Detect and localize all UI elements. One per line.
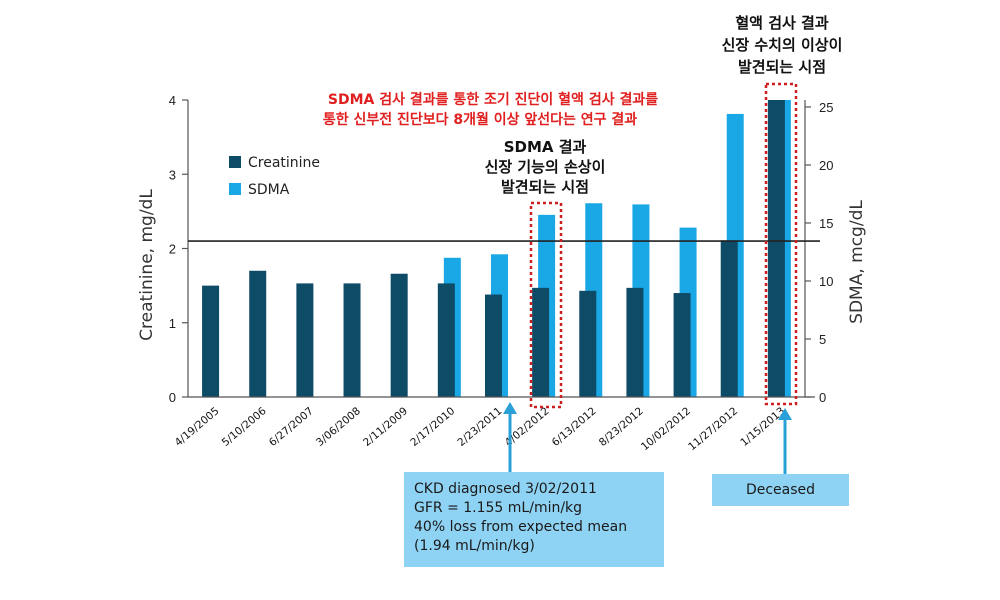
- ckd-callout-line: GFR = 1.155 mL/min/kg: [414, 500, 583, 516]
- sdma-annotation-line-2: 신장 기능의 손상이: [485, 158, 606, 176]
- ckd-callout-line: (1.94 mL/min/kg): [414, 538, 535, 554]
- blood-annotation-line-2: 신장 수치의 이상이: [722, 36, 843, 54]
- red-annotation: SDMA 검사 결과를 통한 조기 진단이 혈액 검사 결과를 통한 신부전 진…: [323, 91, 658, 128]
- creatinine-bar: [390, 273, 408, 397]
- ckd-callout-line: 40% loss from expected mean: [414, 519, 628, 535]
- y2-tick-label: 0: [819, 390, 826, 405]
- y-tick-label: 1: [169, 316, 176, 331]
- x-tick-label: 1/15/2013: [738, 405, 787, 449]
- sdma-annotation-line-3: 발견되는 시점: [501, 178, 589, 196]
- deceased-callout-box: Deceased: [712, 474, 849, 506]
- sdma-annotation-line-1: SDMA 결과: [504, 138, 587, 156]
- x-tick-label: 6/27/2007: [267, 405, 316, 449]
- x-tick-label: 4/19/2005: [173, 405, 222, 449]
- x-tick-label: 5/10/2006: [220, 405, 269, 449]
- y-tick-label: 4: [169, 93, 176, 108]
- y2-tick-label: 15: [819, 216, 833, 231]
- creatinine-bar: [437, 283, 455, 397]
- creatinine-bar: [296, 283, 314, 397]
- creatinine-bar: [484, 294, 502, 397]
- x-tick-label: 6/13/2012: [550, 405, 599, 449]
- y2-tick-label: 10: [819, 274, 833, 289]
- red-annotation-line-1: SDMA 검사 결과를 통한 조기 진단이 혈액 검사 결과를: [328, 91, 658, 108]
- red-annotation-line-2: 통한 신부전 진단보다 8개월 이상 앞선다는 연구 결과: [323, 111, 637, 128]
- y2-tick-label: 5: [819, 332, 826, 347]
- x-tick-label: 3/06/2008: [314, 405, 363, 449]
- x-tick-label: 8/23/2012: [597, 405, 646, 449]
- legend: Creatinine SDMA: [229, 155, 320, 198]
- creatinine-bar: [720, 240, 738, 397]
- x-tick-label: 2/17/2010: [408, 405, 457, 449]
- y2-tick-label: 25: [819, 100, 833, 115]
- creatinine-bar: [532, 287, 550, 397]
- blood-annotation-line-1: 혈액 검사 결과: [735, 14, 828, 32]
- creatinine-bar: [579, 290, 597, 397]
- deceased-arrow: [778, 408, 792, 474]
- y-tick-label: 0: [169, 390, 176, 405]
- creatinine-bar: [202, 285, 220, 397]
- creatinine-bar: [249, 270, 267, 397]
- sdma-annotation: SDMA 결과 신장 기능의 손상이 발견되는 시점: [485, 138, 606, 196]
- x-tick-label: 2/23/2011: [455, 405, 504, 449]
- ckd-callout-box: CKD diagnosed 3/02/2011 GFR = 1.155 mL/m…: [404, 472, 664, 567]
- bars-layer: [202, 100, 791, 397]
- x-tick-label: 11/27/2012: [686, 405, 740, 453]
- creatinine-bar: [673, 293, 691, 397]
- blood-annotation: 혈액 검사 결과 신장 수치의 이상이 발견되는 시점: [722, 14, 843, 76]
- y-tick-label: 3: [169, 167, 176, 182]
- x-tick-label: 10/02/2012: [639, 405, 693, 453]
- ckd-arrow: [503, 402, 517, 472]
- y-tick-label: 2: [169, 242, 176, 257]
- y2-tick-label: 20: [819, 158, 833, 173]
- y2-axis-title: SDMA, mcg/dL: [847, 200, 867, 324]
- legend-label-sdma: SDMA: [248, 182, 290, 198]
- ckd-callout-line: CKD diagnosed 3/02/2011: [414, 481, 597, 497]
- legend-swatch-sdma: [229, 183, 241, 195]
- x-tick-label: 2/11/2009: [361, 405, 410, 449]
- blood-highlight-box: [764, 82, 798, 406]
- deceased-label: Deceased: [745, 481, 816, 498]
- blood-annotation-line-3: 발견되는 시점: [738, 58, 826, 76]
- legend-swatch-creatinine: [229, 156, 241, 168]
- creatinine-bar: [626, 287, 644, 397]
- creatinine-bar: [767, 100, 785, 397]
- legend-label-creatinine: Creatinine: [248, 155, 320, 171]
- creatinine-bar: [343, 283, 361, 397]
- y-axis-title: Creatinine, mg/dL: [137, 189, 157, 341]
- sdma-highlight-box: [529, 201, 563, 409]
